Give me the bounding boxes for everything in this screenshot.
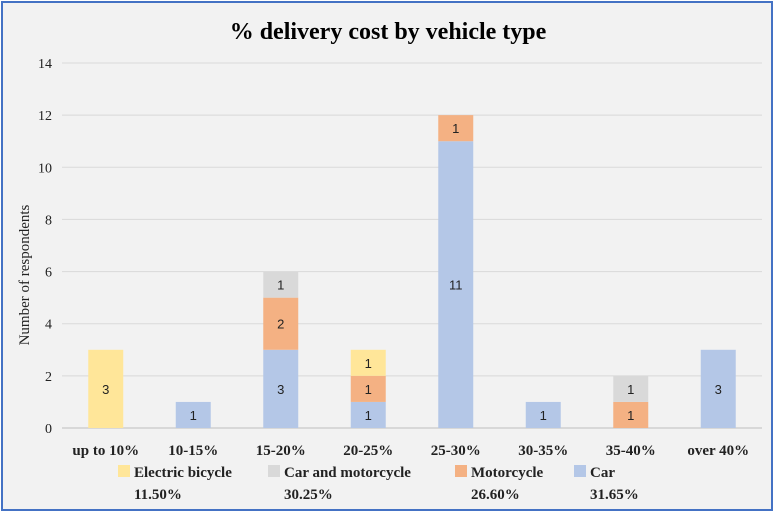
y-tick-label: 0 [45,422,52,437]
data-label: 3 [102,382,109,397]
x-tick-label: 25-30% [431,443,481,459]
data-label: 1 [365,382,372,397]
bar-segment [700,349,736,428]
y-ticks: 0 2 4 6 8 10 12 14 [38,57,52,437]
x-tick-label: 10-15% [168,443,218,459]
legend-percent: 11.50% [134,487,182,503]
chart-title: % delivery cost by vehicle type [230,19,547,45]
y-axis-label: Number of respondents [17,204,33,345]
bar-segment [438,141,474,428]
x-ticks: up to 10% 10-15% 15-20% 20-25% 25-30% 30-35% 3… [72,443,749,459]
legend-percent: 26.60% [471,487,520,503]
legend-swatch [268,465,280,477]
data-label: 3 [277,382,284,397]
bar-segment [175,401,211,428]
data-label: 1 [365,356,372,371]
data-label: 1 [452,121,459,136]
bar-segment [613,375,649,402]
y-tick-label: 14 [38,57,52,72]
x-tick-label: 20-25% [343,443,393,459]
data-label: 11 [449,278,463,293]
x-tick-label: 35-40% [606,443,656,459]
legend-label: Electric bicycle [134,465,232,481]
x-tick-label: over 40% [687,443,749,459]
bar-segment [350,349,386,376]
bar-segment [88,349,124,428]
y-tick-label: 12 [38,109,52,124]
data-label: 1 [365,408,372,423]
legend: Electric bicycle 11.50% Car and motorcycle… [118,465,639,503]
x-tick-label: 15-20% [256,443,306,459]
data-label: 3 [715,382,722,397]
bar-segment [350,375,386,402]
data-label: 1 [277,278,284,293]
x-tick-label: 30-35% [518,443,568,459]
legend-swatch [574,465,586,477]
bar-segment [350,401,386,428]
gridlines [62,62,762,429]
legend-label: Car [590,465,615,481]
data-label: 1 [627,382,634,397]
bar-segment [263,271,299,298]
bar-segment [438,115,474,142]
bar-segment [525,401,561,428]
bar-segment [613,401,649,428]
legend-percent: 30.25% [284,487,333,503]
legend-label: Car and motorcycle [284,465,411,481]
legend-label: Motorcycle [471,465,544,481]
y-tick-label: 2 [45,370,52,385]
y-tick-label: 10 [38,161,52,176]
data-label: 2 [277,317,284,332]
data-label: 1 [190,408,197,423]
bar-segment [263,349,299,428]
data-label: 1 [627,408,634,423]
data-label: 1 [540,408,547,423]
legend-swatch [118,465,130,477]
y-tick-label: 4 [45,318,52,333]
x-tick-label: up to 10% [72,443,139,459]
legend-swatch [455,465,467,477]
y-tick-label: 8 [45,213,52,228]
bar-segment [263,297,299,350]
legend-percent: 31.65% [590,487,639,503]
y-tick-label: 6 [45,266,52,281]
